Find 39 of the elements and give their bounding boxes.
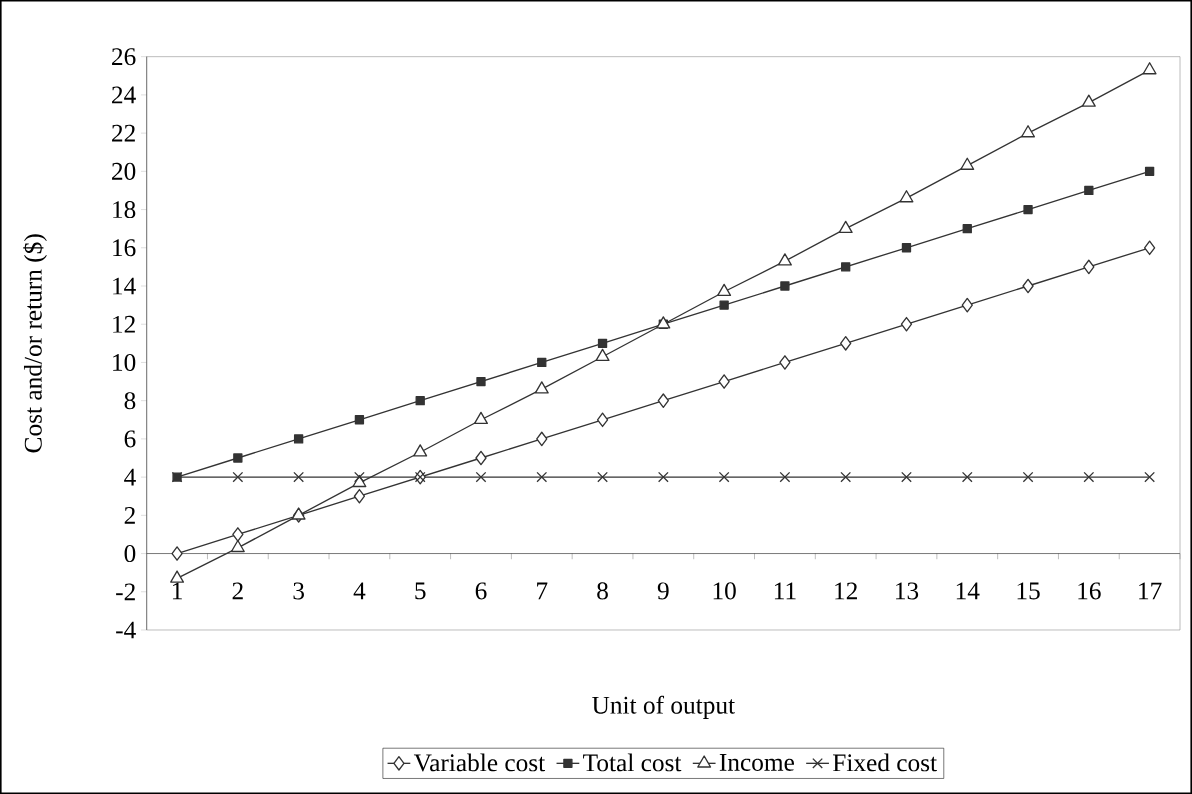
y-tick-label: 16 — [113, 239, 136, 257]
y-tick-label: 18 — [113, 201, 136, 219]
x-tick-label: 14 — [956, 582, 980, 600]
y-tick-label: 4 — [124, 468, 136, 486]
y-tick-label: 26 — [112, 48, 136, 66]
y-tick-label: 6 — [124, 430, 136, 448]
x-tick-label: 9 — [657, 582, 669, 600]
x-tick-label: 8 — [597, 582, 608, 600]
y-tick-label: 0 — [124, 545, 136, 563]
y-tick-label: 24 — [112, 86, 136, 104]
x-tick-label: 17 — [1139, 582, 1162, 600]
legend-label: Income — [719, 754, 794, 771]
legend-label: Fixed cost — [833, 753, 937, 772]
x-axis-title: Unit of output — [592, 695, 735, 719]
y-tick-label: 22 — [112, 124, 135, 142]
x-tick-label: 2 — [232, 582, 243, 600]
x-tick-label: 5 — [415, 582, 426, 600]
y-tick-label: 12 — [113, 315, 135, 333]
x-tick-label: 7 — [537, 582, 548, 600]
y-tick-label: -4 — [116, 621, 136, 639]
y-tick-label: 2 — [124, 506, 135, 524]
x-tick-label: 3 — [293, 582, 304, 600]
x-tick-label: 6 — [475, 582, 487, 600]
x-tick-label: 4 — [353, 582, 366, 600]
x-tick-label: 15 — [1017, 582, 1040, 600]
y-tick-label: 10 — [113, 353, 136, 371]
x-tick-label: 13 — [896, 582, 919, 600]
y-tick-label: -2 — [116, 583, 135, 601]
x-tick-label: 11 — [774, 582, 796, 600]
x-tick-label: 10 — [713, 582, 736, 600]
legend-label: Variable cost — [413, 753, 546, 772]
x-tick-label: 16 — [1078, 582, 1101, 600]
x-tick-label: 1 — [172, 582, 182, 600]
y-tick-label: 20 — [112, 162, 136, 180]
legend-label: Total cost — [583, 753, 682, 772]
x-tick-label: 12 — [835, 582, 857, 600]
y-axis-title: Cost and/or return ($) — [23, 234, 47, 453]
y-tick-label: 8 — [124, 392, 136, 410]
y-tick-label: 14 — [113, 277, 136, 295]
